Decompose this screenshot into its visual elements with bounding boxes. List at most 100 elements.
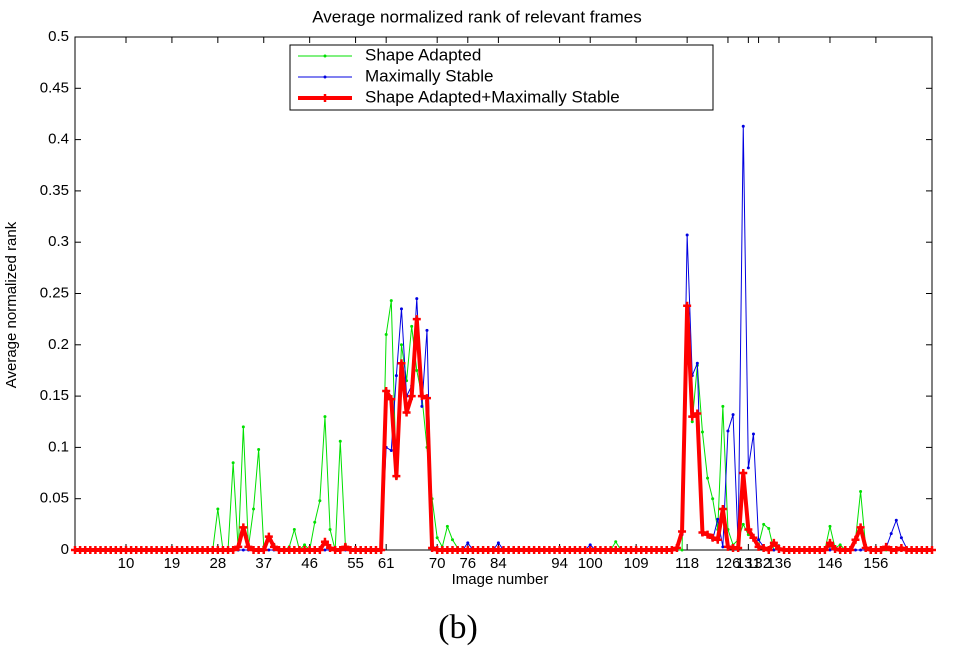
legend-marker <box>323 54 327 58</box>
point <box>859 548 863 552</box>
point <box>234 542 243 551</box>
y-tick-label: 0.4 <box>48 131 69 148</box>
y-tick-label: 0.25 <box>40 284 69 301</box>
x-tick-label: 126 <box>715 555 740 572</box>
point <box>889 532 893 536</box>
point <box>326 543 335 552</box>
point <box>721 545 725 549</box>
point <box>899 536 903 540</box>
point <box>420 404 424 408</box>
point <box>239 523 248 532</box>
y-tick-label: 0.5 <box>48 28 69 45</box>
point <box>422 394 431 403</box>
point <box>341 542 350 551</box>
chart-title: Average normalized rank of relevant fram… <box>312 7 641 26</box>
legend-box <box>289 44 714 111</box>
legend: Shape Adapted Maximally Stable Shape Adapt… <box>289 44 714 111</box>
point <box>417 392 426 401</box>
point <box>759 543 768 552</box>
point <box>711 497 715 501</box>
point <box>731 413 735 417</box>
x-tick-label: 46 <box>301 555 318 572</box>
y-tick-label: 0.2 <box>48 336 69 353</box>
point <box>828 524 832 528</box>
x-axis-label: Image number <box>452 571 549 588</box>
point <box>318 499 322 503</box>
plot-frame <box>74 36 933 551</box>
point <box>772 548 776 552</box>
legend-marker <box>321 94 329 102</box>
point <box>892 546 901 554</box>
point <box>708 533 717 542</box>
point <box>244 542 253 551</box>
point <box>680 548 684 552</box>
point <box>231 461 235 465</box>
y-tick-label: 0.35 <box>40 182 69 199</box>
x-tick-label: 84 <box>490 555 507 572</box>
point <box>313 520 317 524</box>
point <box>690 420 694 424</box>
series-markers <box>73 299 934 552</box>
point <box>252 507 256 511</box>
point <box>241 548 245 552</box>
point <box>846 546 855 554</box>
point <box>241 425 245 429</box>
point <box>410 324 414 328</box>
point <box>415 297 419 301</box>
y-tick-label: 0 <box>61 541 69 558</box>
y-tick-label: 0.45 <box>40 79 69 96</box>
y-axis-label: Average normalized rank <box>3 221 20 388</box>
point <box>741 124 745 128</box>
point <box>412 315 421 324</box>
point <box>445 524 449 528</box>
point <box>897 543 906 552</box>
point <box>721 404 725 408</box>
point <box>820 546 829 554</box>
point <box>767 526 771 530</box>
legend-label: Shape Adapted <box>365 45 481 64</box>
point <box>435 536 439 540</box>
point <box>267 548 271 552</box>
point <box>450 538 454 542</box>
y-tick-label: 0.3 <box>48 233 69 250</box>
point <box>853 548 857 552</box>
point <box>749 533 758 542</box>
point <box>389 448 393 452</box>
point <box>744 525 753 534</box>
point <box>746 466 750 470</box>
point <box>757 538 761 542</box>
point <box>762 522 766 526</box>
point <box>320 537 329 546</box>
point <box>323 415 327 419</box>
point <box>838 543 842 547</box>
point <box>769 538 778 547</box>
legend-label: Shape Adapted+Maximally Stable <box>365 87 620 106</box>
point <box>693 409 702 418</box>
series-line <box>75 300 932 551</box>
point <box>377 546 386 554</box>
point <box>703 530 712 539</box>
x-tick-label: 94 <box>551 555 568 572</box>
point <box>387 395 396 404</box>
x-tick-label: 100 <box>578 555 603 572</box>
point <box>894 518 898 522</box>
point <box>764 546 773 554</box>
point <box>861 543 870 552</box>
point <box>856 523 865 532</box>
point <box>397 359 406 368</box>
x-tick-label: 146 <box>817 555 842 572</box>
point <box>695 361 699 365</box>
point <box>257 447 261 451</box>
series-line <box>75 125 932 551</box>
point <box>382 386 391 395</box>
point <box>323 548 327 552</box>
point <box>928 546 936 554</box>
point <box>734 543 743 552</box>
point <box>336 546 345 554</box>
point <box>264 532 273 541</box>
point <box>706 476 710 480</box>
x-tick-label: 131 <box>736 555 761 572</box>
point <box>384 333 388 337</box>
point <box>292 527 296 531</box>
point <box>741 522 745 526</box>
